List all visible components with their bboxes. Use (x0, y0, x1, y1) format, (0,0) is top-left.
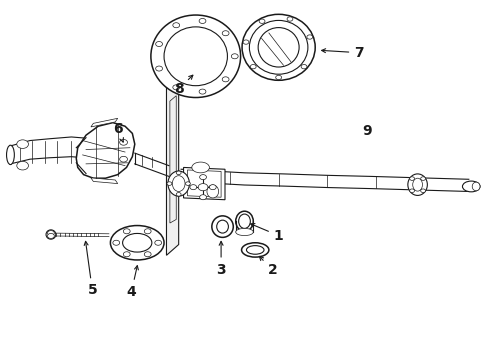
Circle shape (189, 185, 196, 190)
Text: 3: 3 (216, 242, 225, 276)
Circle shape (155, 240, 161, 245)
Ellipse shape (235, 228, 253, 235)
Ellipse shape (249, 21, 307, 74)
Ellipse shape (471, 182, 479, 191)
Ellipse shape (163, 27, 227, 86)
Ellipse shape (216, 220, 228, 233)
Circle shape (172, 23, 179, 28)
Circle shape (123, 252, 130, 257)
Polygon shape (169, 96, 176, 223)
Circle shape (155, 66, 162, 71)
Circle shape (120, 139, 127, 145)
Circle shape (209, 185, 216, 190)
Polygon shape (183, 167, 224, 200)
Circle shape (176, 171, 181, 175)
Circle shape (301, 64, 306, 69)
Circle shape (259, 19, 264, 23)
Circle shape (222, 31, 228, 36)
Circle shape (306, 35, 312, 39)
Circle shape (198, 184, 207, 191)
Circle shape (144, 252, 151, 257)
Ellipse shape (462, 181, 479, 192)
Circle shape (123, 229, 130, 234)
Text: 7: 7 (321, 46, 363, 60)
Ellipse shape (151, 15, 240, 98)
Circle shape (286, 17, 292, 21)
Text: 1: 1 (250, 224, 283, 243)
Circle shape (120, 156, 127, 162)
Circle shape (17, 161, 28, 170)
Circle shape (250, 64, 256, 69)
Circle shape (199, 89, 205, 94)
Circle shape (243, 40, 248, 44)
Polygon shape (91, 118, 118, 127)
Text: 2: 2 (259, 256, 277, 277)
Ellipse shape (246, 246, 264, 254)
Ellipse shape (211, 216, 233, 237)
Circle shape (231, 54, 238, 59)
Ellipse shape (191, 162, 209, 173)
Circle shape (113, 240, 120, 245)
Ellipse shape (241, 243, 268, 257)
Circle shape (155, 41, 162, 46)
Ellipse shape (167, 171, 189, 196)
Circle shape (199, 175, 206, 180)
Ellipse shape (46, 230, 56, 239)
Circle shape (47, 233, 54, 238)
Ellipse shape (6, 145, 14, 165)
Ellipse shape (412, 178, 422, 191)
Text: 6: 6 (113, 122, 123, 142)
Circle shape (144, 229, 151, 234)
Ellipse shape (172, 176, 184, 192)
Text: 5: 5 (84, 241, 97, 297)
Circle shape (199, 195, 206, 200)
Text: 9: 9 (362, 124, 371, 138)
Ellipse shape (235, 211, 253, 231)
Circle shape (176, 193, 181, 196)
Text: 8: 8 (173, 75, 192, 96)
Circle shape (166, 182, 171, 185)
Ellipse shape (110, 226, 163, 260)
Circle shape (17, 140, 28, 148)
Circle shape (420, 189, 425, 193)
Text: 4: 4 (126, 266, 138, 299)
Circle shape (409, 177, 414, 180)
Circle shape (420, 177, 425, 180)
Ellipse shape (206, 185, 218, 198)
Polygon shape (187, 170, 221, 197)
Ellipse shape (238, 214, 250, 228)
Ellipse shape (258, 28, 299, 67)
Polygon shape (91, 178, 118, 184)
Circle shape (47, 230, 54, 235)
Circle shape (409, 189, 414, 193)
Circle shape (185, 182, 190, 185)
Polygon shape (166, 51, 178, 255)
Circle shape (172, 85, 179, 90)
Ellipse shape (122, 233, 152, 252)
Circle shape (275, 75, 281, 80)
Ellipse shape (407, 174, 427, 195)
Circle shape (222, 77, 228, 82)
Polygon shape (76, 123, 135, 178)
Ellipse shape (242, 14, 315, 80)
Polygon shape (10, 137, 105, 164)
Circle shape (199, 18, 205, 23)
